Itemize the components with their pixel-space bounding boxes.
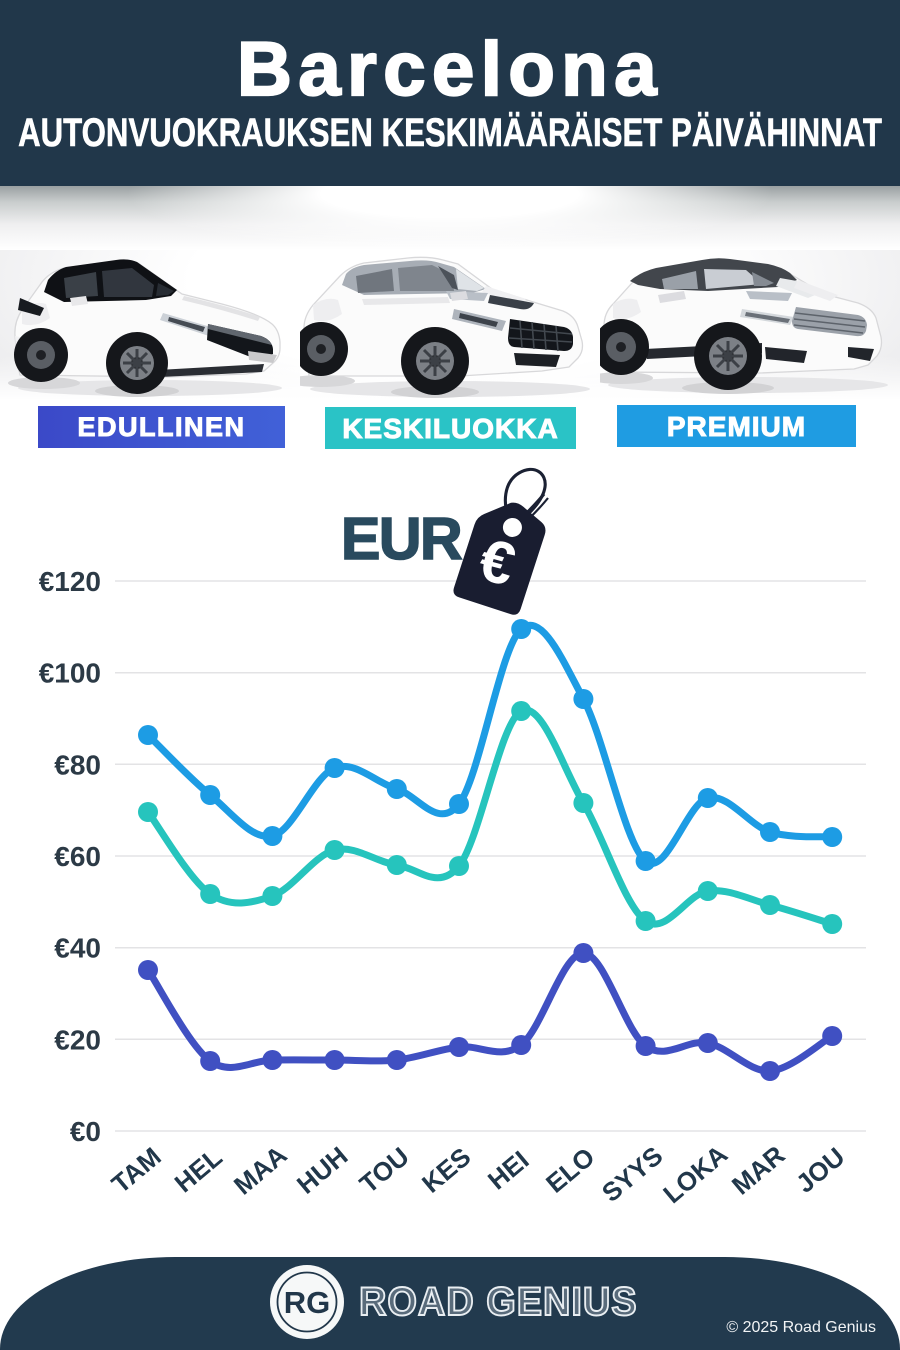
svg-text:€60: €60 (54, 841, 101, 872)
svg-text:HEL: HEL (169, 1142, 228, 1198)
svg-text:RG: RG (284, 1285, 331, 1320)
svg-text:HUH: HUH (291, 1141, 353, 1200)
svg-text:TOU: TOU (354, 1141, 415, 1199)
svg-text:MAR: MAR (726, 1139, 791, 1200)
svg-text:€0: €0 (70, 1116, 101, 1147)
svg-text:SYYS: SYYS (596, 1140, 668, 1208)
svg-text:LOKA: LOKA (657, 1139, 733, 1209)
svg-text:€100: €100 (39, 658, 101, 689)
svg-text:€20: €20 (54, 1024, 101, 1055)
svg-text:€80: €80 (54, 749, 101, 780)
svg-text:TAM: TAM (106, 1141, 167, 1199)
svg-text:HEI: HEI (482, 1145, 534, 1196)
svg-text:JOU: JOU (790, 1141, 850, 1198)
svg-text:€120: €120 (39, 566, 101, 597)
svg-text:KES: KES (416, 1141, 476, 1198)
svg-text:ELO: ELO (540, 1141, 600, 1198)
svg-text:MAA: MAA (228, 1139, 293, 1200)
svg-text:€40: €40 (54, 933, 101, 964)
